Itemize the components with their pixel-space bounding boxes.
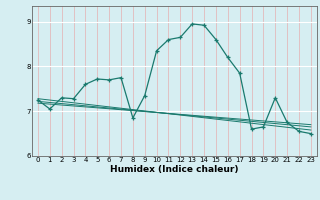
X-axis label: Humidex (Indice chaleur): Humidex (Indice chaleur) [110,165,239,174]
